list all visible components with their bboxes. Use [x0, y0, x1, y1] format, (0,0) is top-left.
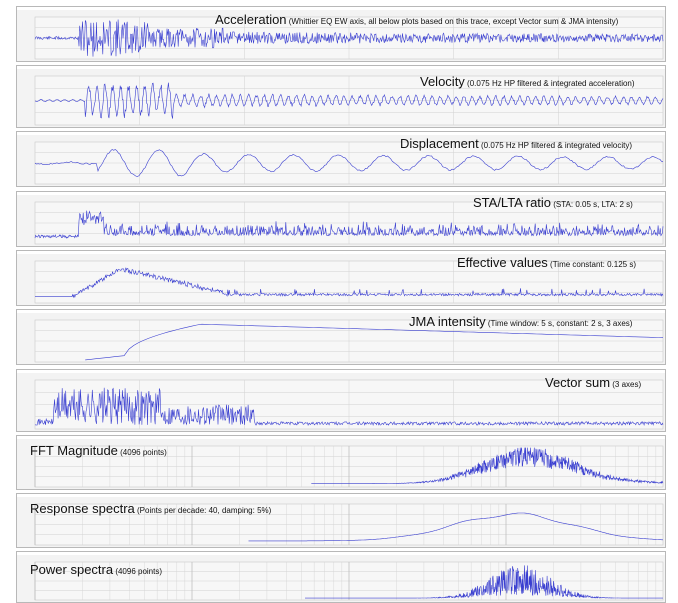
- title-main: Acceleration: [215, 12, 287, 27]
- title-main: STA/LTA ratio: [473, 195, 552, 210]
- panel-header-strip: [17, 251, 665, 254]
- panel-header-strip: [17, 7, 665, 10]
- panel-acceleration: [16, 6, 666, 62]
- title-subtitle: (Time window: 5 s, constant: 2 s, 3 axes…: [485, 319, 633, 328]
- series-trace-velocity: [34, 82, 664, 119]
- series-trace-sta_lta: [34, 210, 664, 239]
- panel-fft_magnitude: [16, 435, 666, 490]
- title-subtitle: (STA: 0.05 s, LTA: 2 s): [551, 200, 633, 209]
- panel-header-strip: [17, 132, 665, 135]
- title-subtitle: (Whittier EQ EW axis, all below plots ba…: [286, 17, 619, 26]
- title-main: Vector sum: [545, 375, 611, 390]
- chart-title-effective_values: Effective values (Time constant: 0.125 s…: [457, 254, 636, 272]
- series-trace-jma_intensity: [85, 323, 664, 361]
- series-trace-displacement: [34, 149, 664, 177]
- panel-header-strip: [17, 192, 665, 195]
- panel-header-strip: [17, 310, 665, 313]
- chart-title-velocity: Velocity (0.075 Hz HP filtered & integra…: [420, 73, 635, 91]
- panel-jma_intensity: [16, 309, 666, 365]
- chart-title-power_spectra: Power spectra (4096 points): [30, 561, 162, 579]
- chart-title-acceleration: Acceleration (Whittier EQ EW axis, all b…: [215, 11, 618, 29]
- title-subtitle: (4096 points): [113, 567, 163, 576]
- series-trace-power_spectra: [305, 565, 663, 599]
- series-trace-acceleration: [34, 19, 664, 57]
- plot-acceleration: [34, 16, 664, 60]
- panel-response_spectra: [16, 493, 666, 548]
- panel-header-strip: [17, 66, 665, 69]
- title-main: Effective values: [457, 255, 548, 270]
- plot-displacement: [34, 141, 664, 185]
- panel-displacement: [16, 131, 666, 187]
- plot-response_spectra: [34, 503, 664, 546]
- chart-title-jma_intensity: JMA intensity (Time window: 5 s, constan…: [409, 313, 632, 331]
- panel-header-strip: [17, 436, 665, 439]
- panel-power_spectra: [16, 551, 666, 603]
- panel-sta_lta: [16, 191, 666, 247]
- title-main: FFT Magnitude: [30, 443, 118, 458]
- series-trace-effective_values: [35, 267, 664, 299]
- series-trace-fft_magnitude: [311, 447, 664, 485]
- title-subtitle: (0.075 Hz HP filtered & integrated veloc…: [478, 141, 633, 150]
- chart-title-sta_lta: STA/LTA ratio (STA: 0.05 s, LTA: 2 s): [473, 194, 633, 212]
- plot-fft_magnitude: [34, 445, 664, 488]
- chart-title-response_spectra: Response spectra (Points per decade: 40,…: [30, 500, 271, 518]
- plot-vector_sum: [34, 379, 664, 430]
- plot-jma_intensity: [34, 319, 664, 363]
- title-main: Power spectra: [30, 562, 114, 577]
- panel-velocity: [16, 65, 666, 128]
- series-trace-vector_sum: [34, 387, 664, 427]
- title-subtitle: (Time constant: 0.125 s): [547, 260, 636, 269]
- chart-title-displacement: Displacement (0.075 Hz HP filtered & int…: [400, 135, 632, 153]
- title-main: JMA intensity: [409, 314, 486, 329]
- panel-header-strip: [17, 370, 665, 373]
- plot-velocity: [34, 75, 664, 126]
- panel-effective_values: [16, 250, 666, 306]
- chart-title-vector_sum: Vector sum (3 axes): [545, 374, 641, 392]
- panel-header-strip: [17, 494, 665, 497]
- plot-sta_lta: [34, 201, 664, 245]
- title-main: Displacement: [400, 136, 479, 151]
- title-subtitle: (4096 points): [117, 448, 167, 457]
- panel-vector_sum: [16, 369, 666, 432]
- panel-header-strip: [17, 552, 665, 555]
- plot-power_spectra: [34, 561, 664, 601]
- title-subtitle: (0.075 Hz HP filtered & integrated accel…: [464, 79, 635, 88]
- title-subtitle: (3 axes): [610, 380, 642, 389]
- series-trace-response_spectra: [248, 512, 663, 542]
- title-subtitle: (Points per decade: 40, damping: 5%): [134, 506, 272, 515]
- chart-title-fft_magnitude: FFT Magnitude (4096 points): [30, 442, 167, 460]
- plot-effective_values: [34, 260, 664, 304]
- title-main: Response spectra: [30, 501, 135, 516]
- title-main: Velocity: [420, 74, 465, 89]
